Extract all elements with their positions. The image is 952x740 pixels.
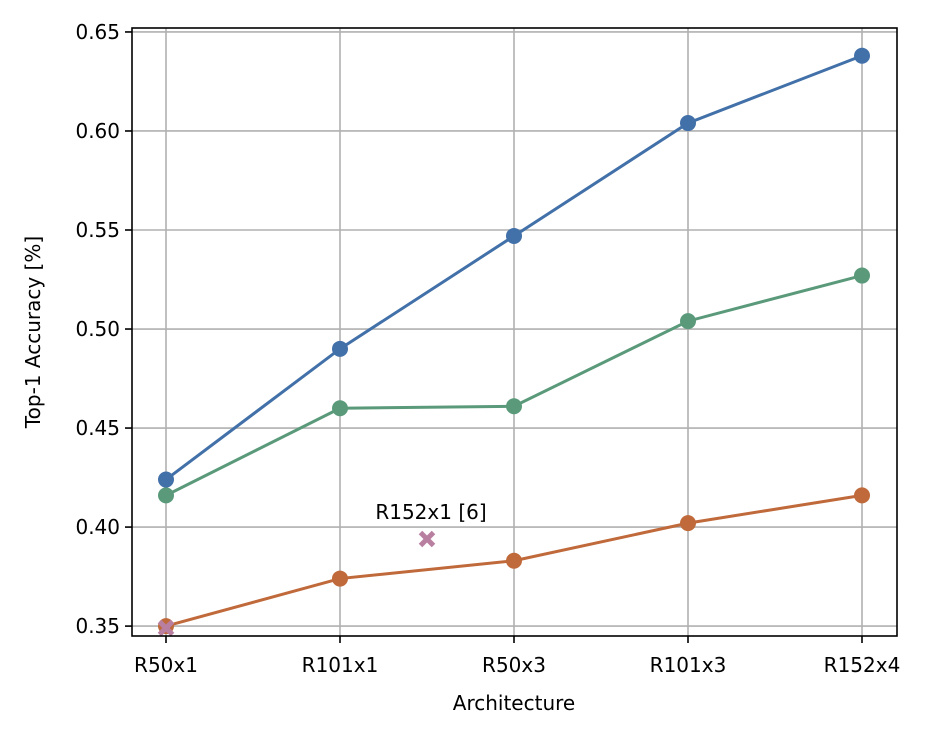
y-tick-label: 0.60 [75,119,120,143]
y-tick-label: 0.45 [75,416,120,440]
x-tick-label: R152x4 [824,653,901,677]
x-marker [157,619,175,637]
series-1-point [506,227,522,244]
y-tick-label: 0.35 [75,614,120,638]
series-2-point [332,400,348,417]
grid [132,28,897,636]
series-2-point [680,313,696,330]
y-tick-label: 0.50 [75,317,120,341]
x-tick-label: R101x3 [650,653,727,677]
annotation-label: R152x1 [6] [375,500,486,524]
x-marker-stroke [418,530,436,548]
y-tick-label: 0.55 [75,218,120,242]
series-2-point [854,267,870,284]
series-2-point [158,487,174,504]
x-axis-label: Architecture [453,691,575,715]
y-tick-label: 0.65 [75,20,120,44]
series-1-point [158,471,174,488]
series-2-point [506,398,522,415]
y-tick-label: 0.40 [75,515,120,539]
tick-labels: R50x1 R101x1 R50x3 R101x3 R152x4 0.35 0.40 0.45… [75,20,900,677]
x-tick-label: R50x3 [482,653,546,677]
annotations: R152x1 [6] [375,500,486,524]
series-3-point [506,552,522,569]
ticks [125,31,863,643]
series-1-point [854,47,870,64]
series-3-point [680,515,696,532]
x-tick-label: R101x1 [302,653,379,677]
x-marker [418,530,436,548]
series-1-point [680,115,696,132]
marker-group [157,530,436,637]
y-axis-label: Top-1 Accuracy [%] [21,236,45,429]
series-group [158,47,870,635]
series-3-point [332,570,348,587]
series-1-point [332,340,348,357]
x-marker-stroke [157,619,175,637]
series-3-point [854,487,870,504]
x-tick-label: R50x1 [134,653,198,677]
